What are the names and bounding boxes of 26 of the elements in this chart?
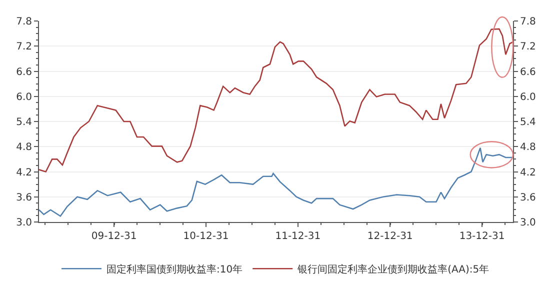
x-tick-label: 09-12-31 <box>91 231 137 242</box>
y-tick-label: 4.8 <box>16 142 32 154</box>
y2-tick-label: 3.6 <box>520 192 536 204</box>
x-tick-label: 11-12-31 <box>275 231 321 242</box>
legend-label: 固定利率国债到期收益率:10年 <box>106 264 243 276</box>
y-tick-label: 3.0 <box>16 218 32 228</box>
y-tick-label: 7.8 <box>16 16 32 28</box>
y2-tick-label: 3.0 <box>520 218 536 228</box>
y-tick-label: 3.6 <box>16 192 32 204</box>
y-tick-label: 6.6 <box>16 66 32 78</box>
y-tick-label: 4.2 <box>16 167 32 178</box>
y2-tick-label: 6.0 <box>520 92 536 103</box>
y2-tick-label: 7.2 <box>520 42 536 53</box>
x-tick-label: 12-12-31 <box>367 231 413 242</box>
y2-tick-label: 4.2 <box>520 167 536 178</box>
y-tick-label: 6.0 <box>16 92 32 103</box>
y-tick-label: 7.2 <box>16 42 32 53</box>
legend-label: 银行间固定利率企业债到期收益率(AA):5年 <box>296 264 490 276</box>
x-tick-label: 10-12-31 <box>183 231 229 242</box>
y-tick-label: 5.4 <box>16 117 32 128</box>
x-tick-label: 13-12-31 <box>459 231 505 242</box>
line-series <box>39 28 513 172</box>
y2-tick-label: 7.8 <box>520 16 536 28</box>
y2-tick-label: 4.8 <box>520 142 536 154</box>
y2-tick-label: 6.6 <box>520 66 536 78</box>
y2-tick-label: 5.4 <box>520 117 536 128</box>
